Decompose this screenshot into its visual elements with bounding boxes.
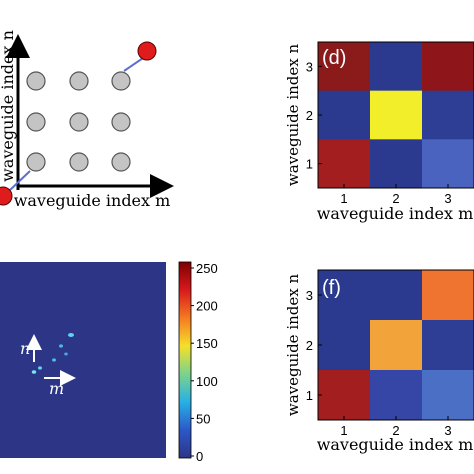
bright-spots [31,333,74,374]
matrix-cell [422,370,474,421]
matrix-cell [422,139,474,189]
matrix-cell [422,90,474,140]
waveguide-circle [69,152,89,172]
waveguide-circle [26,71,46,91]
matrix-cell [422,320,474,371]
matrix-cell [318,320,371,371]
spot [52,358,56,362]
y-tick-label: 3 [306,288,313,303]
matrix-cell [370,320,423,371]
colorbar-ticks: 250 200 150 100 50 0 [191,261,218,464]
colorbar-tick-label: 100 [196,374,218,389]
waveguide-circle [111,71,131,91]
colorbar-tick-label: 150 [196,336,218,351]
matrix-cell [370,270,423,321]
y-tick-label: 1 [306,157,313,172]
matrix-cell [318,270,371,321]
panel-c-schematic: waveguide index n waveguide index m [0,30,174,210]
matrix-cell [318,90,371,140]
spot [59,344,63,348]
m-label: m [49,379,64,398]
n-label: n [20,339,30,358]
waveguide-circle [26,112,46,132]
intensity-image [0,262,166,458]
matrix-cell [422,42,474,92]
x-tick-label: 2 [392,191,399,206]
panel-d-label: (d) [322,47,346,69]
matrix-cell [318,42,371,92]
panel-f-matrix: (f) waveguide index n waveguide index m … [284,269,474,454]
matrix-cell [318,370,371,421]
x-tick-label: 3 [444,191,451,206]
matrix-d-ticks: 3 2 1 1 2 3 [306,59,452,206]
input-waveguide-top [137,41,157,61]
colorbar-tick-label: 250 [196,261,218,276]
matrix-cell [370,139,423,189]
y-axis-label: waveguide index n [0,30,17,182]
matrix-d-cells [318,42,474,189]
waveguide-circle [69,71,89,91]
input-waveguide-bottom [0,186,13,206]
y-tick-label: 2 [306,108,313,123]
panel-e-image: n m 250 200 150 100 50 0 [0,261,218,464]
matrix-cell [370,90,423,140]
waveguide-circle [111,112,131,132]
panel-f-ylabel: waveguide index n [284,274,302,417]
y-tick-label: 1 [306,388,313,403]
panel-d-ylabel: waveguide index n [284,44,302,187]
spot [68,333,74,337]
colorbar-tick-label: 50 [196,411,210,426]
panel-d-xlabel: waveguide index m [317,204,474,223]
y-tick-label: 2 [306,338,313,353]
panel-f-label: (f) [322,277,341,299]
x-axis-label: waveguide index m [14,191,171,210]
matrix-f-ticks: 3 2 1 1 2 3 [306,288,452,438]
matrix-cell [318,139,371,189]
waveguide-circle [26,152,46,172]
spot [31,370,37,374]
y-tick-label: 3 [306,59,313,74]
x-tick-label: 3 [444,423,451,438]
panel-d-matrix: (d) waveguide index n waveguide index m … [284,41,474,223]
colorbar-tick-label: 200 [196,299,218,314]
x-tick-label: 1 [340,191,347,206]
matrix-cell [422,270,474,321]
spot [38,366,42,370]
waveguide-lattice [26,71,131,172]
matrix-f-cells [318,270,474,421]
colorbar-tick-label: 0 [196,449,203,464]
panel-f-xlabel: waveguide index m [317,435,474,454]
colorbar [178,261,192,459]
x-tick-label: 2 [392,423,399,438]
x-tick-label: 1 [340,423,347,438]
waveguide-circle [111,152,131,172]
matrix-cell [370,370,423,421]
spot [64,352,68,356]
coupling-arrow-bottom [9,170,31,191]
matrix-cell [370,42,423,92]
waveguide-circle [69,112,89,132]
